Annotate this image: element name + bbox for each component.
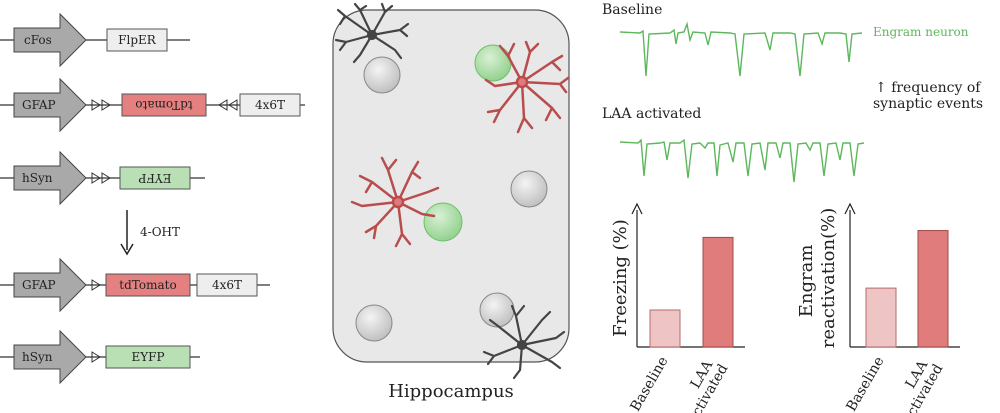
promoter-arrow-hsyn-2 xyxy=(13,329,87,385)
treatment-arrow: 4-OHT xyxy=(120,210,180,256)
y-axis-arrowhead xyxy=(844,202,856,215)
gene-label-tdtomato: tdTomato xyxy=(119,278,176,292)
y-axis-label-line1: Engram xyxy=(796,245,817,318)
treatment-label: 4-OHT xyxy=(140,225,180,239)
gene-label-eyfp: EYFP xyxy=(131,350,164,364)
gene-label-tdtomato-inverted: tdTomato xyxy=(135,98,192,112)
construct-row-hsyn-inverted: hSyn EYFP xyxy=(0,150,205,206)
gene-box-tdtomato xyxy=(105,273,191,297)
bar-laa-activated xyxy=(702,236,734,348)
y-axis-label: Engram reactivation(%) xyxy=(796,208,839,349)
hippocampus-label: Hippocampus xyxy=(388,381,514,402)
baseline-trace-title: Baseline xyxy=(602,2,662,18)
astrocyte-gray xyxy=(334,2,410,64)
bar-baseline xyxy=(865,287,897,348)
promoter-label-hsyn-2: hSyn xyxy=(22,350,53,364)
traces-panel: Baseline Engram neuron ↑ frequency of sy… xyxy=(602,2,983,183)
engram-neuron-ball xyxy=(423,202,463,242)
gene-box-flper xyxy=(106,28,168,52)
baseline-trace xyxy=(619,21,863,77)
neuron-ball xyxy=(510,170,548,208)
y-axis-label: Freezing (%) xyxy=(610,219,631,337)
gene-box-eyfp-inverted xyxy=(119,166,191,190)
astrocyte-red xyxy=(484,40,570,134)
lox-sites-gfap-2 xyxy=(91,279,101,291)
gene-box-eyfp xyxy=(105,345,191,369)
construct-row-gfap-inverted: GFAP tdTomato 4x6T xyxy=(0,77,305,133)
astrocyte-red xyxy=(350,156,440,248)
y-axis-arrowhead xyxy=(631,202,643,215)
freezing-chart: Freezing (%) Baseline LAA activated xyxy=(610,202,745,413)
gene-label-4x6t-2: 4x6T xyxy=(212,278,242,292)
bar-laa-activated xyxy=(917,230,949,348)
construct-row-hsyn: hSyn EYFP xyxy=(0,329,200,385)
promoter-label-gfap: GFAP xyxy=(22,98,56,112)
trace-legend: Engram neuron xyxy=(873,25,969,39)
neuron-ball xyxy=(355,304,393,342)
construct-panel: cFos FlpER GFAP tdTomato 4x6T hSyn EYFP xyxy=(0,12,305,385)
neuron-ball xyxy=(479,292,515,328)
gene-box-4x6t-2 xyxy=(196,273,258,297)
x-tick-baseline: Baseline xyxy=(843,354,887,413)
activated-trace-title: LAA activated xyxy=(602,106,701,122)
lox-sites-left-hsyn xyxy=(91,172,111,184)
gene-label-eyfp-inverted: EYFP xyxy=(138,171,171,185)
bar-baseline xyxy=(649,309,681,348)
astrocyte-gray xyxy=(482,304,566,380)
construct-row-cfos: cFos FlpER xyxy=(0,12,190,68)
engram-reactivation-chart: Engram reactivation(%) Baseline LAA acti… xyxy=(796,202,960,413)
neuron-ball xyxy=(363,56,401,94)
gene-label-flper: FlpER xyxy=(118,33,157,47)
promoter-label-hsyn: hSyn xyxy=(22,171,53,185)
promoter-arrow-hsyn xyxy=(13,150,87,206)
gene-box-tdtomato-inverted xyxy=(121,93,207,117)
y-axis-label-line2: reactivation(%) xyxy=(818,208,839,349)
frequency-note-line2: synaptic events xyxy=(873,96,983,112)
construct-row-gfap: GFAP tdTomato 4x6T xyxy=(0,257,270,313)
promoter-arrow-cfos xyxy=(13,12,87,68)
gene-label-4x6t: 4x6T xyxy=(255,98,285,112)
x-tick-baseline: Baseline xyxy=(627,354,671,413)
engram-neuron-ball xyxy=(474,44,512,82)
promoter-arrow-gfap xyxy=(13,77,87,133)
hippocampus-panel: Hippocampus xyxy=(332,2,570,402)
frequency-note-line1: ↑ frequency of xyxy=(875,80,982,96)
promoter-label-cfos: cFos xyxy=(24,33,52,47)
x-tick-laa-activated: LAA activated xyxy=(887,354,947,413)
gene-box-4x6t xyxy=(239,93,301,117)
activated-trace xyxy=(619,138,865,183)
lox-sites-left xyxy=(91,99,111,111)
lox-sites-hsyn-2 xyxy=(91,351,101,363)
lox-sites-right xyxy=(218,99,238,111)
promoter-arrow-gfap-2 xyxy=(13,257,87,313)
promoter-label-gfap-2: GFAP xyxy=(22,278,56,292)
x-tick-laa-activated: LAA activated xyxy=(672,354,732,413)
